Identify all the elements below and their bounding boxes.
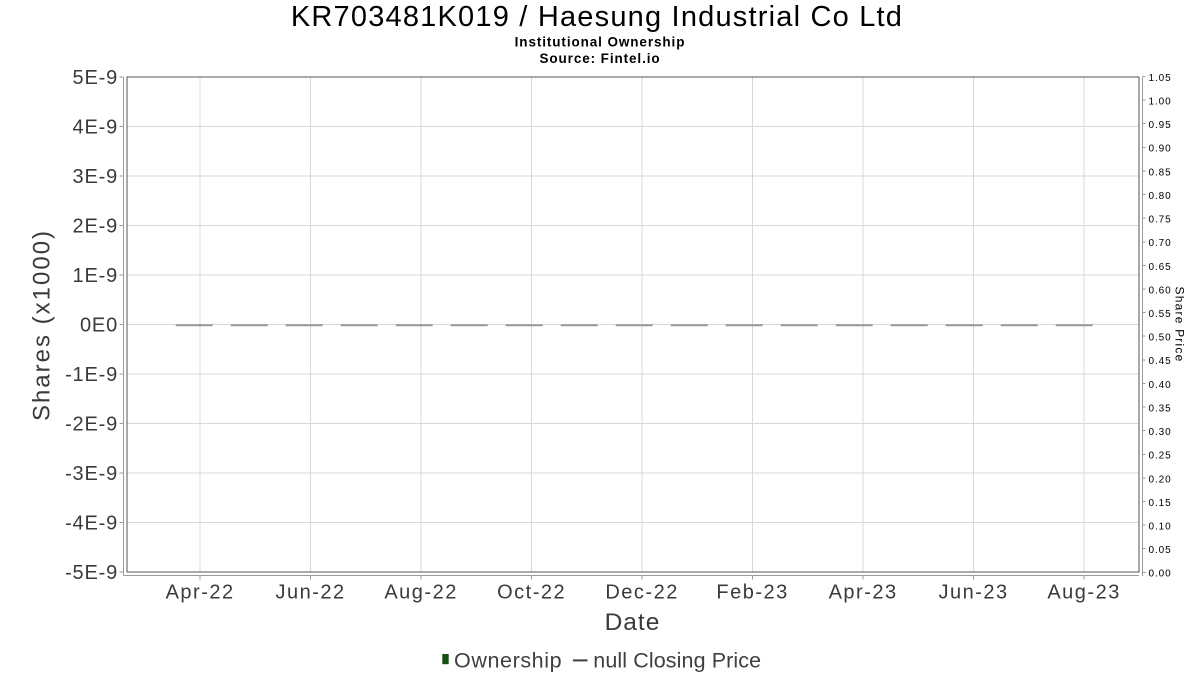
svg-text:0.25: 0.25 [1149,451,1172,462]
svg-text:-2E-9: -2E-9 [65,414,118,436]
svg-text:0.20: 0.20 [1149,474,1172,485]
svg-text:Apr-22: Apr-22 [166,581,235,603]
svg-text:1.05: 1.05 [1149,73,1172,84]
svg-text:0.90: 0.90 [1149,144,1172,155]
svg-text:0.30: 0.30 [1149,427,1172,438]
svg-text:0.80: 0.80 [1149,191,1172,202]
svg-text:5E-9: 5E-9 [73,67,118,89]
svg-text:0.95: 0.95 [1149,120,1172,131]
svg-text:null Closing Price: null Closing Price [593,649,761,673]
svg-text:Feb-23: Feb-23 [716,581,788,603]
svg-text:0.00: 0.00 [1149,569,1172,580]
svg-text:0E0: 0E0 [80,315,118,337]
svg-text:0.35: 0.35 [1149,403,1172,414]
svg-text:0.60: 0.60 [1149,285,1172,296]
svg-text:0.40: 0.40 [1149,380,1172,391]
svg-text:0.75: 0.75 [1149,215,1172,226]
svg-text:Share Price: Share Price [1173,287,1187,363]
svg-text:3E-9: 3E-9 [73,166,118,188]
svg-text:Dec-22: Dec-22 [605,581,678,603]
svg-text:Institutional Ownership: Institutional Ownership [515,35,686,50]
svg-text:KR703481K019 / Haesung Industr: KR703481K019 / Haesung Industrial Co Ltd [291,1,903,33]
svg-text:0.05: 0.05 [1149,545,1172,556]
svg-text:Ownership: Ownership [454,649,562,673]
svg-text:0.85: 0.85 [1149,167,1172,178]
svg-text:1.00: 1.00 [1149,97,1172,108]
svg-text:Aug-23: Aug-23 [1047,581,1121,603]
svg-text:0.70: 0.70 [1149,238,1172,249]
svg-text:Jun-23: Jun-23 [939,581,1009,603]
svg-text:Aug-22: Aug-22 [384,581,458,603]
svg-text:0.55: 0.55 [1149,309,1172,320]
svg-text:2E-9: 2E-9 [73,216,118,238]
svg-text:-3E-9: -3E-9 [65,463,118,485]
svg-text:Apr-23: Apr-23 [829,581,898,603]
svg-text:Shares (x1000): Shares (x1000) [29,229,56,421]
svg-text:4E-9: 4E-9 [73,117,118,139]
svg-text:Oct-22: Oct-22 [497,581,566,603]
svg-text:Source: Fintel.io: Source: Fintel.io [539,51,660,66]
svg-text:-4E-9: -4E-9 [65,513,118,535]
svg-text:0.10: 0.10 [1149,521,1172,532]
svg-text:Jun-22: Jun-22 [276,581,346,603]
svg-text:-1E-9: -1E-9 [65,364,118,386]
svg-text:0.45: 0.45 [1149,356,1172,367]
svg-text:Date: Date [605,609,661,636]
svg-text:1E-9: 1E-9 [73,265,118,287]
svg-text:0.65: 0.65 [1149,262,1172,273]
svg-text:0.50: 0.50 [1149,333,1172,344]
svg-text:0.15: 0.15 [1149,498,1172,509]
svg-text:-5E-9: -5E-9 [65,562,118,584]
